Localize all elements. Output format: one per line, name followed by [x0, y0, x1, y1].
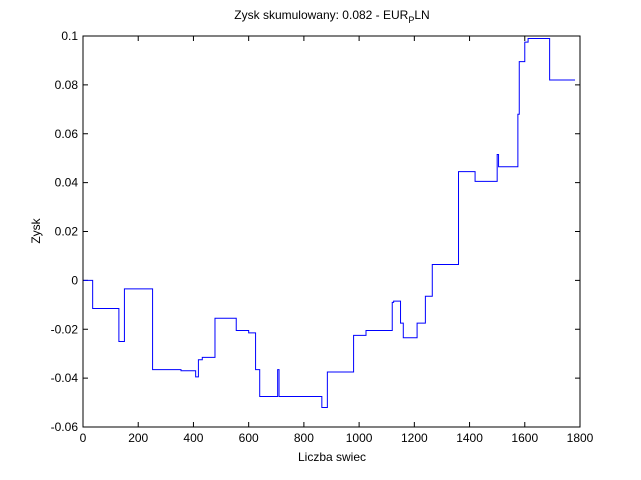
x-tick-label: 1800	[567, 431, 594, 445]
axis-ticks	[82, 35, 581, 428]
x-tick-label: 600	[239, 431, 259, 445]
y-tick-label: 0.04	[55, 176, 79, 190]
x-tick-label: 400	[183, 431, 203, 445]
y-tick-label: -0.04	[51, 371, 79, 385]
plot-area	[83, 36, 580, 427]
axis-tick-labels: 0 200 400 600 800 1000 1200 1400 1600 1800 -0.06 -0…	[51, 29, 594, 445]
chart-title-main: Zysk skumulowany: 0.082 - EUR	[234, 8, 408, 22]
x-tick-label: 0	[80, 431, 87, 445]
y-tick-label: 0.08	[55, 78, 79, 92]
chart-title: Zysk skumulowany: 0.082 - EURPLN	[234, 8, 429, 25]
x-axis-title: Liczba swiec	[298, 450, 366, 464]
series-line	[83, 37, 576, 408]
y-tick-label: 0.02	[55, 225, 79, 239]
y-axis-title: Zysk	[29, 217, 43, 243]
y-tick-label: 0.06	[55, 127, 79, 141]
chart-title-subscript: P	[408, 15, 414, 25]
y-tick-label: 0	[71, 273, 78, 287]
x-tick-label: 1200	[401, 431, 428, 445]
x-tick-label: 1000	[346, 431, 373, 445]
series-layer	[83, 37, 576, 408]
x-tick-label: 200	[128, 431, 148, 445]
plot-border	[82, 35, 581, 428]
x-tick-label: 1400	[456, 431, 483, 445]
y-tick-label: -0.02	[51, 322, 79, 336]
chart-title-end: LN	[414, 8, 429, 22]
x-tick-label: 1600	[511, 431, 538, 445]
x-tick-label: 800	[294, 431, 314, 445]
y-tick-label: 0.1	[61, 29, 78, 43]
y-tick-label: -0.06	[51, 420, 79, 434]
